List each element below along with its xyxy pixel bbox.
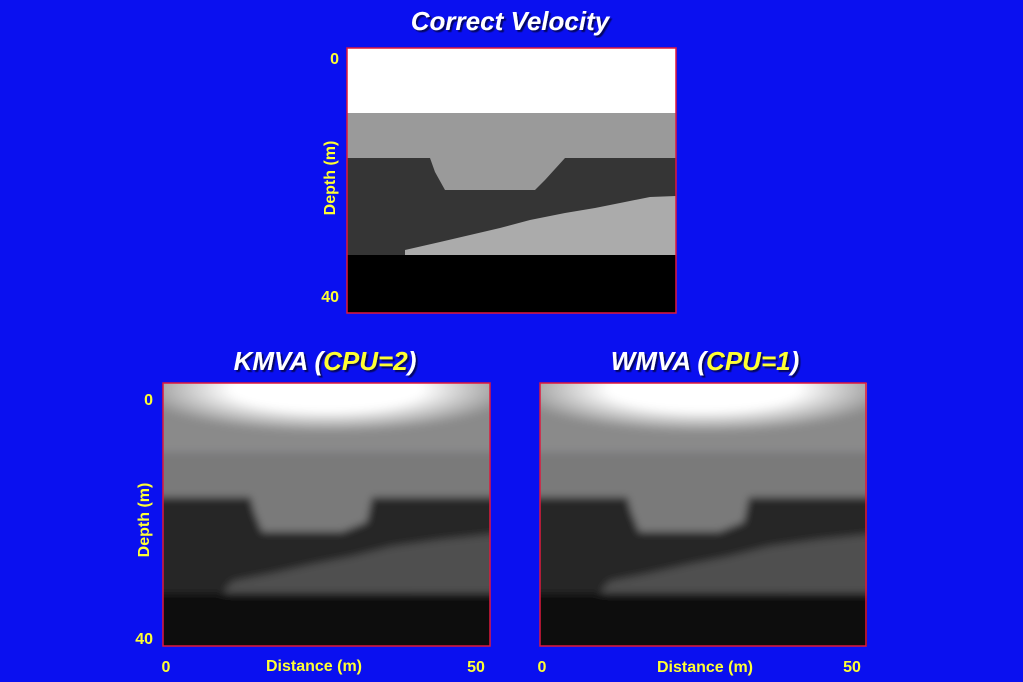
panel-title: KMVA (CPU=2) [234,346,417,376]
y-axis-label: Depth (m) [136,483,153,558]
x-axis-label: Distance (m) [657,659,753,676]
kmva-image [153,373,500,656]
title-suffix: ) [405,346,417,376]
title-highlight: CPU=2 [323,346,408,376]
wmva-image [530,373,877,656]
x-tick-label: 50 [467,659,485,676]
title-prefix: KMVA ( [234,346,327,376]
title-prefix: WMVA ( [611,346,710,376]
slide-title: Correct Velocity [411,6,611,36]
top-image [346,47,677,314]
title-highlight: CPU=1 [706,346,791,376]
y-tick-label: 0 [330,51,339,68]
panel-title: WMVA (CPU=1) [611,346,800,376]
y-tick-label: 0 [144,392,153,409]
y-axis-label: Depth (m) [322,141,339,216]
y-tick-label: 40 [321,289,339,306]
x-axis-label: Distance (m) [266,658,362,675]
x-tick-label: 0 [162,659,171,676]
x-tick-label: 0 [538,659,547,676]
y-tick-label: 40 [135,631,153,648]
title-suffix: ) [788,346,800,376]
x-tick-label: 50 [843,659,861,676]
